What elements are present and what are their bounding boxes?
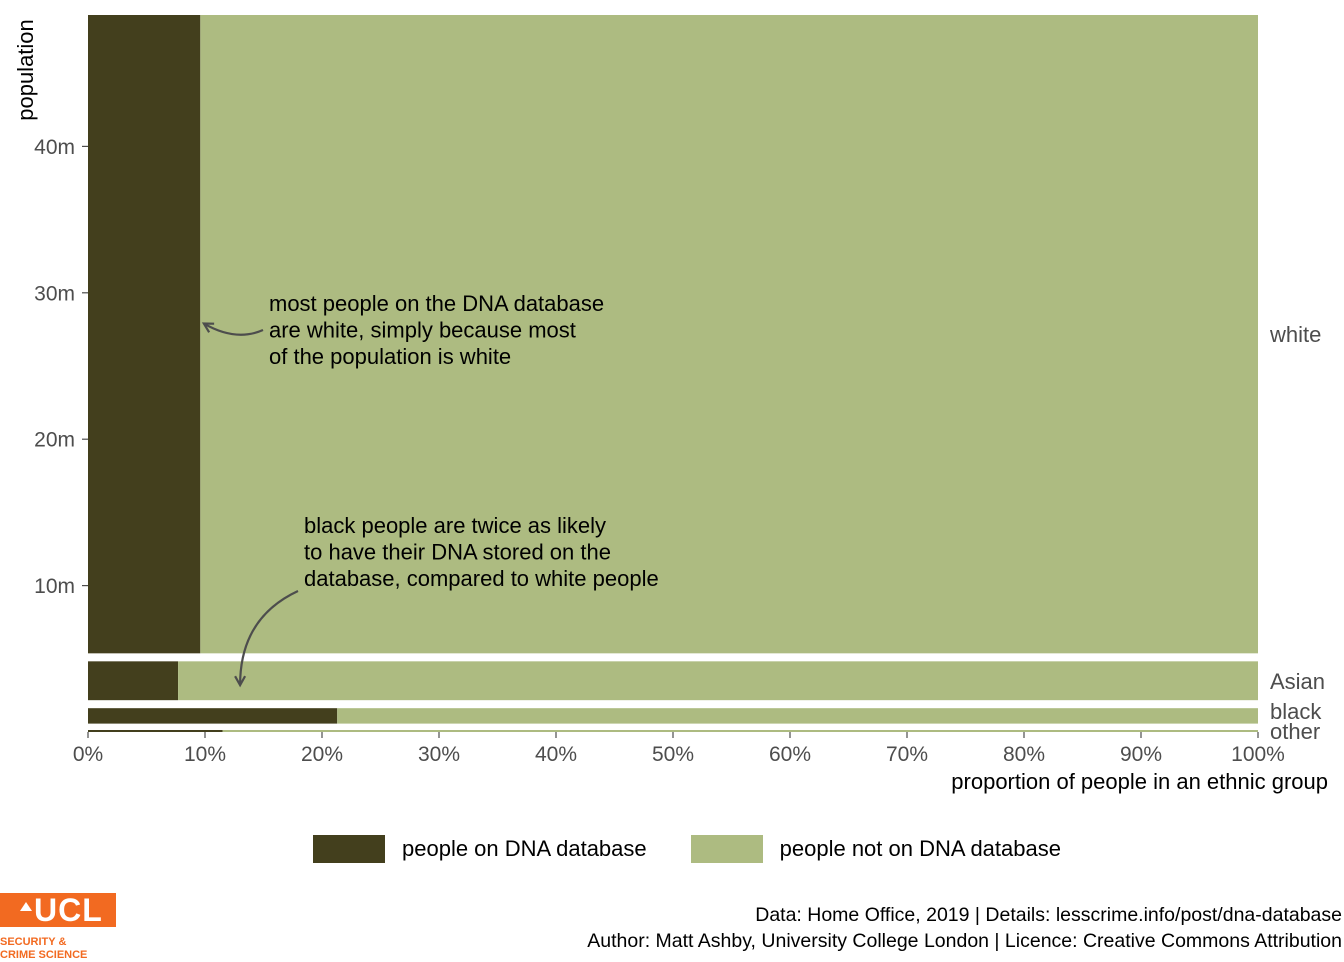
y-tick-label-20: 20m <box>34 429 75 452</box>
ucl-logo: UCL SECURITY & CRIME SCIENCE <box>0 893 118 961</box>
x-tick-label-20: 20% <box>301 743 343 766</box>
annotation-2-arrowhead <box>234 675 247 688</box>
chart-marks <box>88 15 1259 732</box>
annotation-2-line-1: black people are twice as likely <box>304 513 606 538</box>
x-tick-label-60: 60% <box>769 743 811 766</box>
group-label-white: white <box>1269 322 1321 347</box>
legend-item-on-database: people on DNA database <box>313 835 647 863</box>
group-label-black: black <box>1270 699 1322 724</box>
tile-asian-on-database <box>88 661 179 701</box>
annotation-2-line-2: to have their DNA stored on the <box>304 540 611 565</box>
annotation-2: black people are twice as likely to have … <box>304 513 659 591</box>
portico-icon <box>20 902 32 911</box>
tile-black-on-database <box>88 708 338 724</box>
tile-white-on-database <box>88 15 201 654</box>
x-axis-title: proportion of people in an ethnic group <box>951 769 1328 794</box>
annotation-2-line-3: database, compared to white people <box>304 566 659 591</box>
annotation-2-arrow <box>238 590 299 686</box>
x-tick-label-70: 70% <box>886 743 928 766</box>
group-label-asian: Asian <box>1270 669 1325 694</box>
caption-data-source: Data: Home Office, 2019 | Details: lessc… <box>755 904 1342 926</box>
x-tick-label-10: 10% <box>184 743 226 766</box>
annotation-1-line-1: most people on the DNA database <box>269 291 604 316</box>
logo-wordmark-box: UCL <box>0 893 116 927</box>
tile-other-on-database <box>88 730 223 732</box>
x-tick-label-80: 80% <box>1003 743 1045 766</box>
x-tick-label-40: 40% <box>535 743 577 766</box>
x-axis: 0% 10% 20% 30% 40% 50% 60% 70% 80% 90% 100% <box>73 732 1285 766</box>
logo-subtitle-line1: SECURITY & <box>0 936 67 948</box>
annotation-1-arrow <box>203 322 264 336</box>
logo-subtitle: SECURITY & CRIME SCIENCE <box>0 936 87 962</box>
legend-label-not-on-database: people not on DNA database <box>779 836 1061 861</box>
y-tick-label-10: 10m <box>34 575 75 598</box>
x-tick-label-0: 0% <box>73 743 103 766</box>
group-label-other: other <box>1270 719 1320 744</box>
tile-white-not-on-database <box>200 15 1258 654</box>
y-axis: 10m 20m 30m 40m <box>34 136 88 598</box>
legend-swatch-on-database <box>313 835 385 863</box>
annotation-1: most people on the DNA database are white… <box>269 291 604 369</box>
tile-asian-not-on-database <box>178 661 1259 701</box>
x-tick-label-30: 30% <box>418 743 460 766</box>
logo-wordmark: UCL <box>34 892 103 928</box>
legend: people on DNA database people not on DNA… <box>313 834 1105 864</box>
x-tick-label-50: 50% <box>652 743 694 766</box>
tile-other-not-on-database <box>222 730 1258 732</box>
y-axis-title: population <box>13 19 38 121</box>
x-tick-label-90: 90% <box>1120 743 1162 766</box>
legend-swatch-not-on-database <box>690 835 763 863</box>
caption-author: Author: Matt Ashby, University College L… <box>587 930 1342 952</box>
logo-subtitle-line2: CRIME SCIENCE <box>0 949 88 961</box>
caption: Data: Home Office, 2019 | Details: lessc… <box>587 902 1342 954</box>
legend-label-on-database: people on DNA database <box>402 836 647 861</box>
annotations: most people on the DNA database are white… <box>201 291 659 688</box>
legend-item-not-on-database: people not on DNA database <box>690 835 1061 863</box>
tile-black-not-on-database <box>337 708 1259 724</box>
annotation-1-arrowhead <box>201 322 215 333</box>
x-tick-label-100: 100% <box>1231 743 1285 766</box>
annotation-1-line-3: of the population is white <box>269 344 511 369</box>
y-tick-label-30: 30m <box>34 282 75 305</box>
y-tick-label-40: 40m <box>34 136 75 159</box>
mosaic-chart: 10m 20m 30m 40m 0% 10% 20% 30% 40% 50% 60% 70% 80% 9… <box>13 15 1328 794</box>
annotation-1-line-2: are white, simply because most <box>269 318 576 343</box>
